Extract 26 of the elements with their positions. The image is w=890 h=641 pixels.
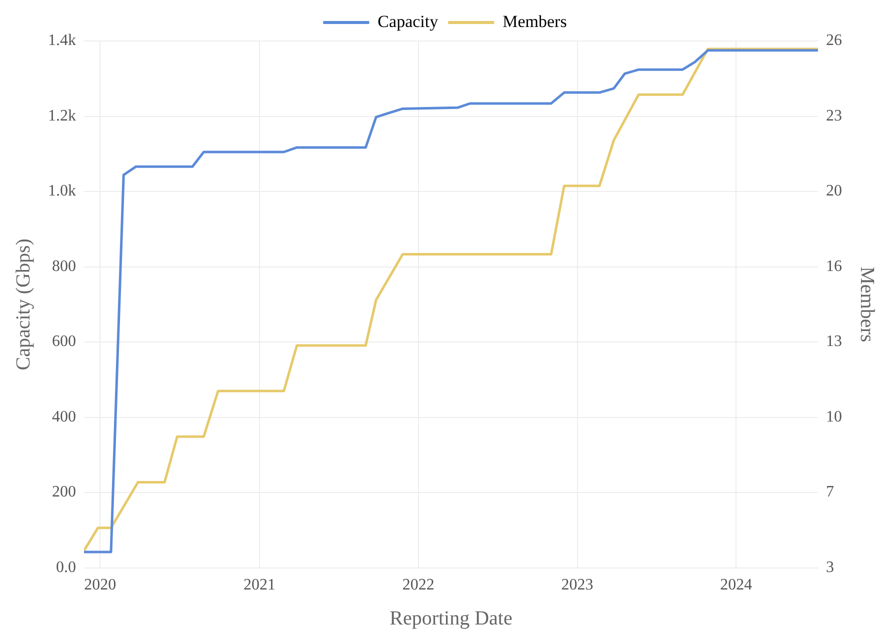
y2-tick-label: 20: [826, 182, 842, 200]
x-tick-label: 2022: [402, 576, 434, 594]
y-tick-label: 1.0k: [48, 182, 76, 200]
x-tick-label: 2024: [720, 576, 752, 594]
y2-tick-label: 16: [826, 258, 842, 275]
y-tick-label: 1.4k: [48, 32, 76, 50]
x-axis-title: Reporting Date: [390, 607, 512, 630]
y2-tick-label: 23: [826, 107, 842, 124]
y2-tick-label: 7: [826, 484, 834, 501]
y-axis-title: Capacity (Gbps): [12, 238, 34, 370]
y2-tick-label: 13: [826, 333, 842, 350]
y-tick-label: 1.2k: [48, 107, 76, 124]
y-tick-label: 200: [52, 484, 76, 501]
x-tick-label: 2021: [243, 576, 276, 594]
x-tick-label: 2020: [84, 576, 116, 594]
y-tick-label: 800: [52, 258, 76, 275]
y-tick-label: 0.0: [56, 559, 76, 576]
y-tick-label: 400: [52, 408, 76, 426]
x-tick-label: 2023: [561, 576, 594, 594]
y2-tick-label: 3: [826, 559, 834, 576]
legend-label: Members: [502, 12, 567, 31]
y2-axis-title: Members: [856, 266, 878, 342]
y2-tick-label: 10: [826, 408, 842, 426]
y-tick-label: 600: [52, 333, 76, 350]
y2-tick-label: 26: [826, 32, 842, 50]
legend-label: Capacity: [378, 12, 439, 31]
